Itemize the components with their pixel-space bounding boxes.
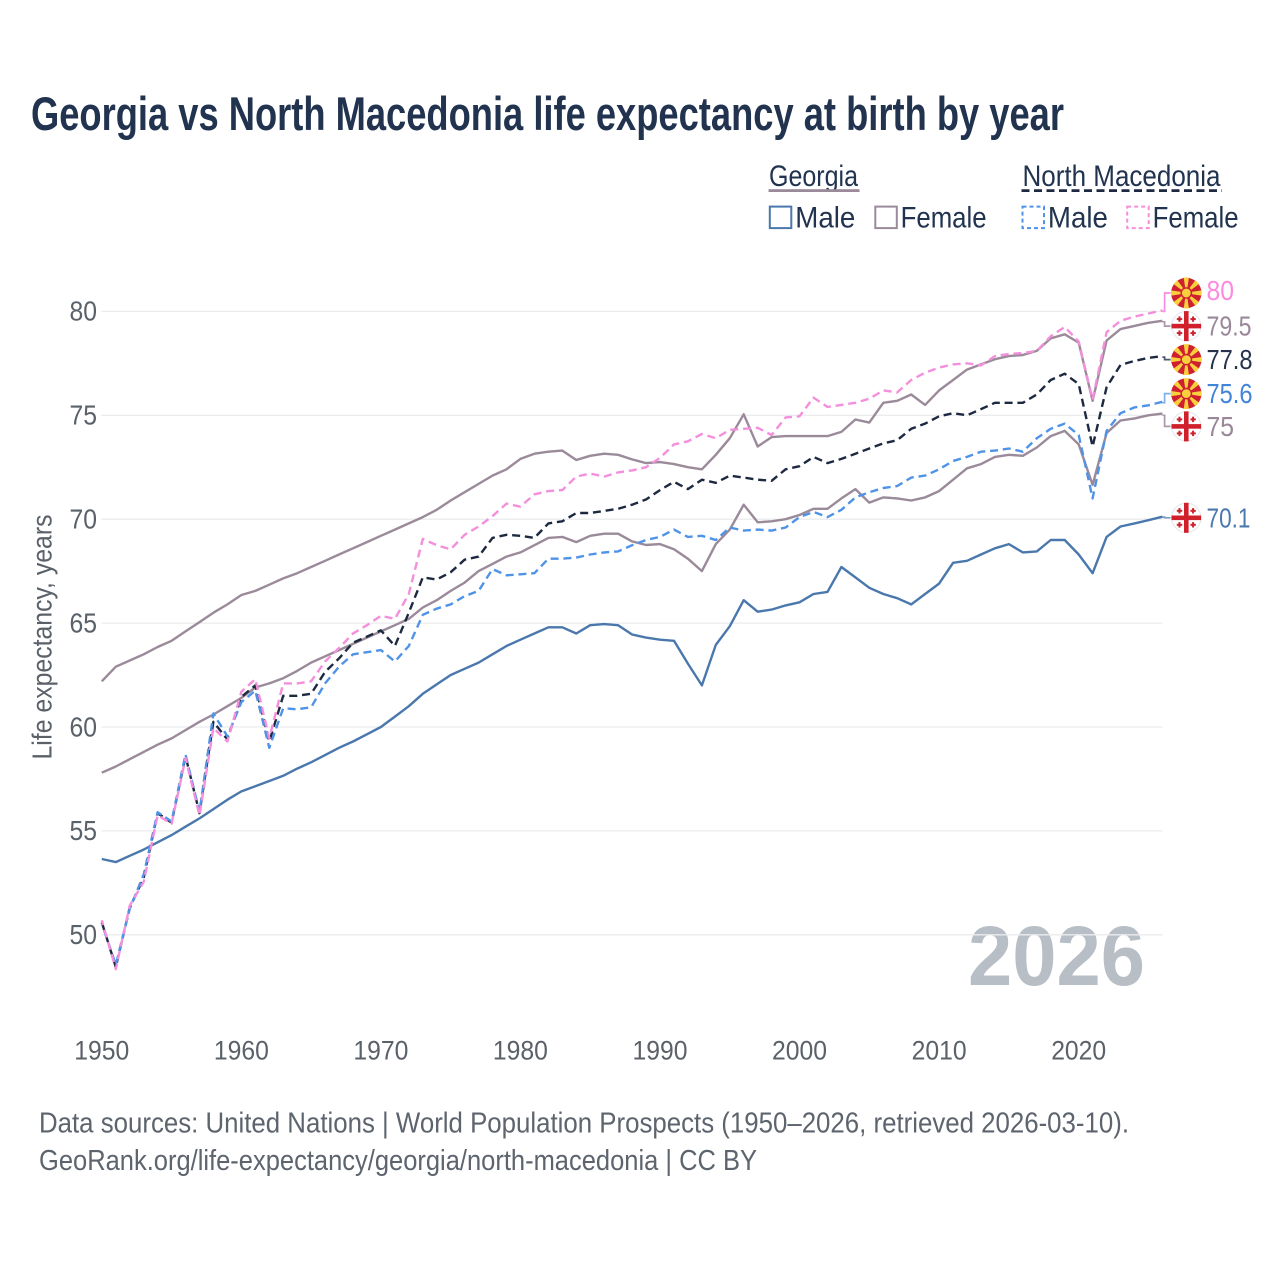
svg-text:79.5: 79.5	[1207, 311, 1252, 342]
svg-text:1970: 1970	[353, 1035, 408, 1065]
svg-text:50: 50	[70, 919, 98, 950]
svg-text:GeoRank.org/life-expectancy/ge: GeoRank.org/life-expectancy/georgia/nort…	[39, 1145, 757, 1177]
svg-text:75: 75	[70, 400, 98, 431]
svg-text:Male: Male	[1048, 202, 1108, 235]
svg-text:2010: 2010	[912, 1035, 967, 1065]
svg-text:Georgia vs North Macedonia lif: Georgia vs North Macedonia life expectan…	[31, 87, 1064, 140]
svg-text:1960: 1960	[214, 1035, 269, 1065]
svg-text:Female: Female	[901, 202, 987, 235]
svg-text:Male: Male	[795, 202, 855, 235]
svg-text:70: 70	[70, 504, 98, 535]
svg-text:1950: 1950	[74, 1035, 129, 1065]
svg-text:Data sources: United Nations |: Data sources: United Nations | World Pop…	[39, 1108, 1129, 1140]
svg-text:75.6: 75.6	[1207, 378, 1253, 409]
svg-text:80: 80	[1207, 275, 1235, 306]
svg-text:2026: 2026	[968, 909, 1145, 1003]
svg-text:2020: 2020	[1051, 1035, 1106, 1065]
svg-text:75: 75	[1207, 411, 1235, 442]
svg-text:55: 55	[70, 815, 98, 846]
svg-text:2000: 2000	[772, 1035, 827, 1065]
svg-text:70.1: 70.1	[1207, 502, 1251, 533]
svg-text:1980: 1980	[493, 1035, 548, 1065]
svg-text:Life expectancy, years: Life expectancy, years	[27, 515, 58, 760]
svg-text:Georgia: Georgia	[769, 160, 858, 193]
svg-text:80: 80	[70, 296, 98, 327]
svg-text:North Macedonia: North Macedonia	[1023, 160, 1221, 193]
svg-text:65: 65	[70, 607, 98, 638]
svg-text:1990: 1990	[633, 1035, 688, 1065]
svg-text:60: 60	[70, 711, 98, 742]
svg-text:77.8: 77.8	[1207, 344, 1253, 375]
svg-text:Female: Female	[1153, 202, 1239, 235]
